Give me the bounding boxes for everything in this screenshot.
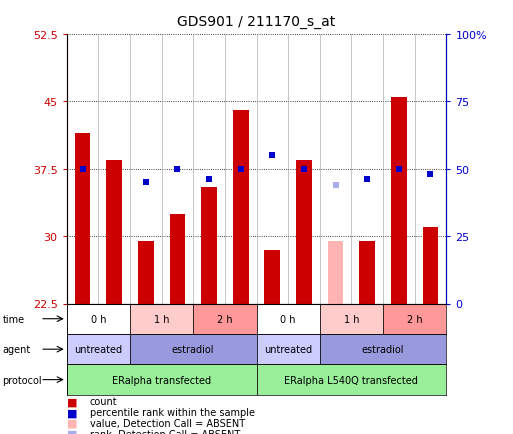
Bar xyxy=(74,133,90,304)
Text: ■: ■ xyxy=(67,418,77,428)
Text: untreated: untreated xyxy=(74,345,123,354)
Text: ■: ■ xyxy=(67,429,77,434)
Text: 1 h: 1 h xyxy=(344,314,359,324)
Bar xyxy=(423,227,439,304)
Text: 0 h: 0 h xyxy=(281,314,296,324)
Text: GDS901 / 211170_s_at: GDS901 / 211170_s_at xyxy=(177,15,336,29)
Bar xyxy=(296,160,312,304)
Bar xyxy=(391,98,407,304)
Bar xyxy=(169,214,185,304)
Bar xyxy=(67,304,130,334)
Bar xyxy=(201,187,217,304)
Text: estradiol: estradiol xyxy=(362,345,404,354)
Bar xyxy=(256,304,320,334)
Bar xyxy=(233,111,249,304)
Bar xyxy=(193,304,256,334)
Bar xyxy=(138,241,154,304)
Text: 0 h: 0 h xyxy=(91,314,106,324)
Text: ■: ■ xyxy=(67,397,77,406)
Bar xyxy=(320,304,383,334)
Text: rank, Detection Call = ABSENT: rank, Detection Call = ABSENT xyxy=(90,429,240,434)
Bar xyxy=(67,334,130,365)
Text: 2 h: 2 h xyxy=(407,314,423,324)
Text: value, Detection Call = ABSENT: value, Detection Call = ABSENT xyxy=(90,418,245,428)
Text: ■: ■ xyxy=(67,408,77,417)
Bar xyxy=(256,334,320,365)
Bar xyxy=(383,304,446,334)
Bar xyxy=(264,250,280,304)
Bar xyxy=(67,365,256,395)
Bar xyxy=(130,304,193,334)
Bar xyxy=(320,334,446,365)
Bar xyxy=(256,365,446,395)
Bar xyxy=(328,241,344,304)
Text: protocol: protocol xyxy=(3,375,42,385)
Bar xyxy=(359,241,375,304)
Text: estradiol: estradiol xyxy=(172,345,214,354)
Text: untreated: untreated xyxy=(264,345,312,354)
Text: percentile rank within the sample: percentile rank within the sample xyxy=(90,408,255,417)
Text: ERalpha transfected: ERalpha transfected xyxy=(112,375,211,385)
Text: 1 h: 1 h xyxy=(154,314,169,324)
Text: 2 h: 2 h xyxy=(217,314,233,324)
Bar xyxy=(130,334,256,365)
Text: ERalpha L540Q transfected: ERalpha L540Q transfected xyxy=(285,375,418,385)
Text: agent: agent xyxy=(3,345,31,354)
Text: count: count xyxy=(90,397,117,406)
Text: time: time xyxy=(3,314,25,324)
Bar xyxy=(106,160,122,304)
